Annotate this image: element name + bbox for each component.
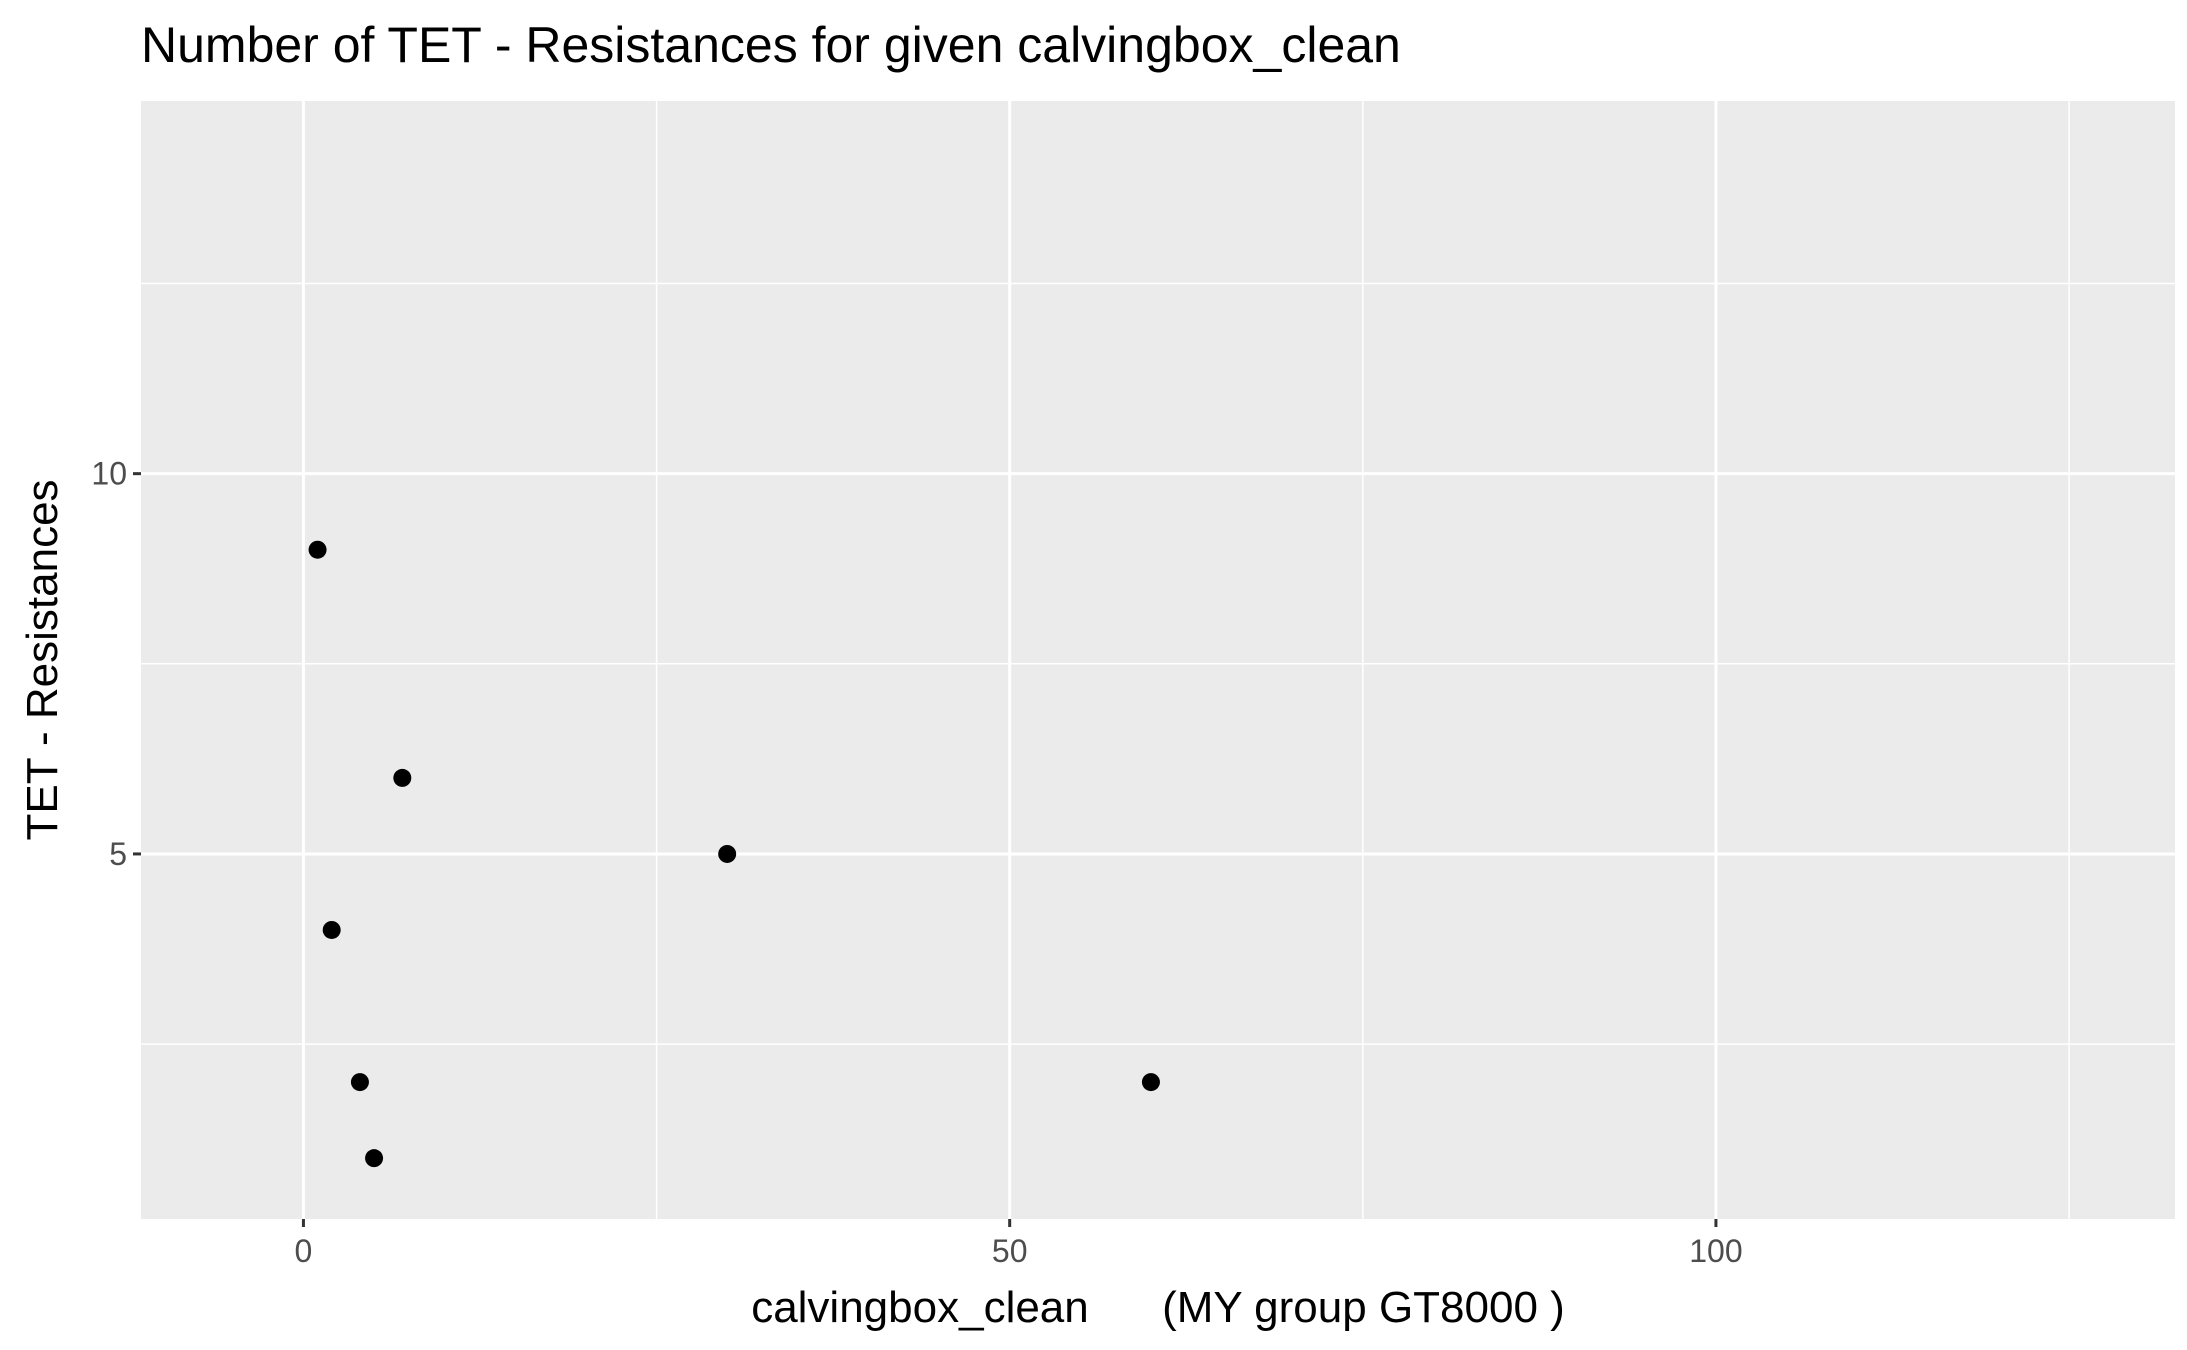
major-gridlines xyxy=(141,101,2175,1219)
x-tick-label: 0 xyxy=(295,1233,313,1269)
data-point xyxy=(350,1073,369,1092)
x-tick-label: 100 xyxy=(1689,1233,1742,1269)
data-points xyxy=(308,540,1160,1168)
data-point xyxy=(718,844,737,863)
minor-gridlines xyxy=(141,101,2175,1219)
chart-title: Number of TET - Resistances for given ca… xyxy=(141,17,1401,73)
x-axis-title: calvingbox_clean (MY group GT8000 ) xyxy=(751,1283,1565,1332)
y-tick-label: 10 xyxy=(91,456,127,492)
y-axis: 5 10 xyxy=(91,456,141,872)
data-point xyxy=(1141,1073,1160,1092)
x-axis: 0 50 100 xyxy=(295,1219,1743,1269)
x-tick-label: 50 xyxy=(992,1233,1028,1269)
data-point xyxy=(308,540,327,559)
data-point xyxy=(393,768,412,787)
data-point xyxy=(365,1149,384,1168)
data-point xyxy=(322,920,341,939)
y-axis-title: TET - Resistances xyxy=(18,479,67,840)
plot-panel xyxy=(141,101,2175,1219)
y-tick-label: 5 xyxy=(109,836,127,872)
